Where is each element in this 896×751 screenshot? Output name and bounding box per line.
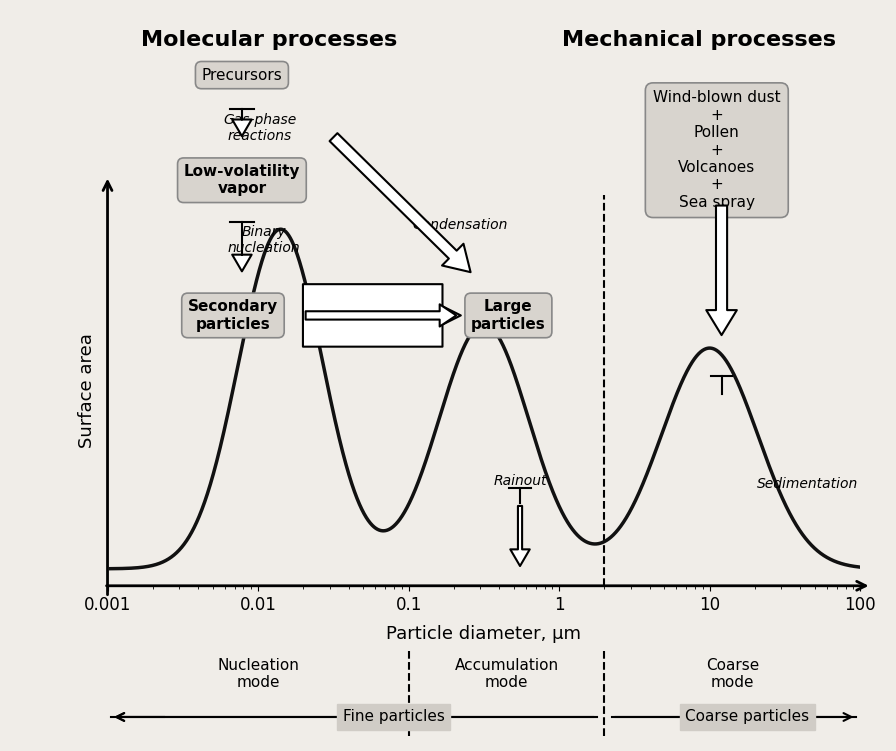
Text: Secondary
particles: Secondary particles [188, 299, 278, 332]
Text: Binary
nucleation: Binary nucleation [228, 225, 301, 255]
Text: Coagulation: Coagulation [304, 290, 386, 303]
Text: Coarse
mode: Coarse mode [706, 658, 759, 690]
Text: Coarse particles: Coarse particles [685, 710, 809, 725]
Text: Rainout: Rainout [494, 474, 547, 487]
Text: Molecular processes: Molecular processes [141, 30, 397, 50]
Text: Mechanical processes: Mechanical processes [562, 30, 836, 50]
X-axis label: Particle diameter, μm: Particle diameter, μm [386, 625, 582, 643]
Text: Sedimentation: Sedimentation [757, 478, 858, 491]
Text: Low-volatility
vapor: Low-volatility vapor [184, 164, 300, 197]
Text: Fine particles: Fine particles [342, 710, 444, 725]
Text: Wind-blown dust
+
Pollen
+
Volcanoes
+
Sea spray: Wind-blown dust + Pollen + Volcanoes + S… [653, 91, 780, 210]
Text: Gas-phase
reactions: Gas-phase reactions [223, 113, 297, 143]
Text: Nucleation
mode: Nucleation mode [217, 658, 299, 690]
Text: Accumulation
mode: Accumulation mode [454, 658, 558, 690]
Text: Precursors: Precursors [202, 68, 282, 83]
Y-axis label: Surface area: Surface area [79, 333, 97, 448]
Text: Condensation: Condensation [412, 219, 507, 232]
Text: Large
particles: Large particles [471, 299, 546, 332]
